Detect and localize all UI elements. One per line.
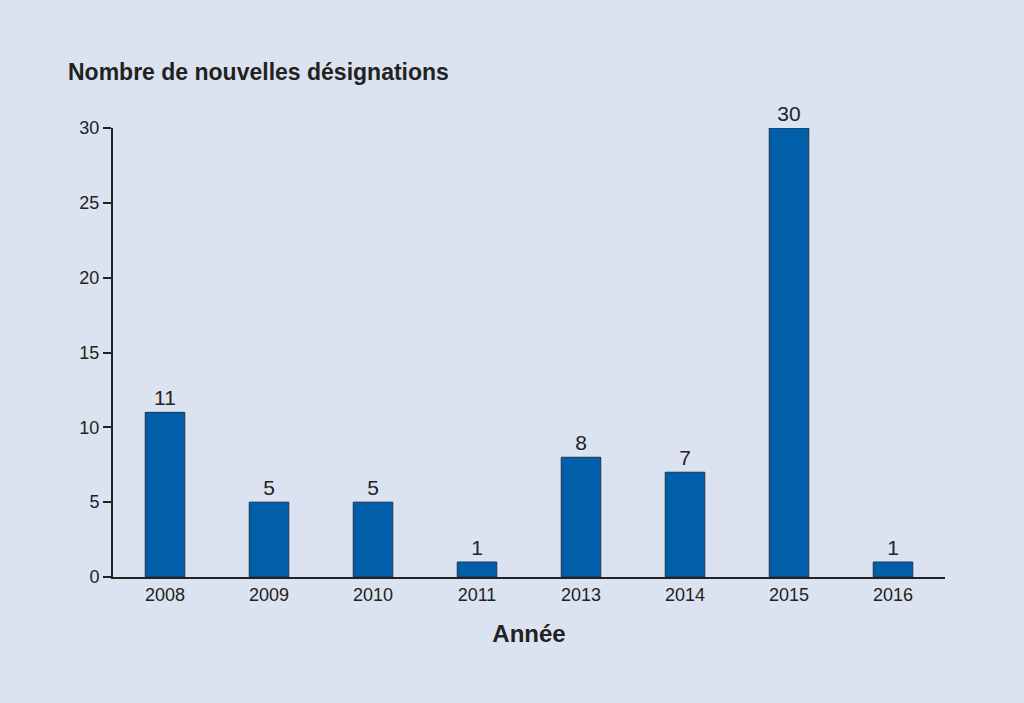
svg-text:7: 7 [679, 446, 691, 469]
svg-text:Année: Année [492, 620, 565, 647]
svg-text:2016: 2016 [873, 585, 913, 605]
svg-text:20: 20 [79, 268, 99, 288]
svg-text:10: 10 [79, 418, 99, 438]
svg-text:1: 1 [471, 536, 483, 559]
svg-text:2015: 2015 [769, 585, 809, 605]
svg-text:2014: 2014 [665, 585, 705, 605]
svg-text:2009: 2009 [249, 585, 289, 605]
svg-text:5: 5 [263, 476, 275, 499]
svg-text:Nombre de nouvelles désignatio: Nombre de nouvelles désignations [68, 59, 449, 85]
svg-text:2010: 2010 [353, 585, 393, 605]
svg-text:30: 30 [79, 118, 99, 138]
svg-text:25: 25 [79, 193, 99, 213]
svg-text:2011: 2011 [458, 585, 497, 605]
svg-text:8: 8 [575, 431, 587, 454]
svg-text:2013: 2013 [561, 585, 601, 605]
svg-text:5: 5 [367, 476, 379, 499]
svg-text:15: 15 [79, 343, 99, 363]
svg-text:30: 30 [777, 102, 800, 125]
svg-text:5: 5 [89, 492, 99, 512]
svg-text:1: 1 [887, 536, 899, 559]
svg-text:0: 0 [89, 567, 99, 587]
svg-text:11: 11 [154, 386, 176, 409]
svg-text:2008: 2008 [145, 585, 185, 605]
